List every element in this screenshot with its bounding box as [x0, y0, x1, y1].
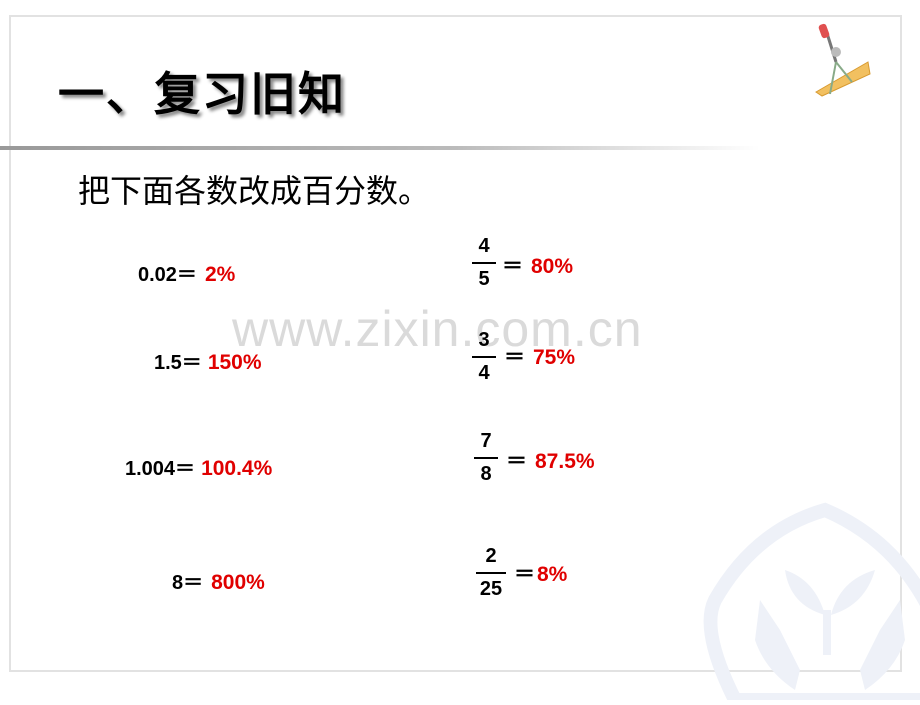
answer: 8% — [537, 563, 568, 586]
slide-title: 一、复习旧知 — [58, 68, 346, 120]
title-divider — [0, 146, 760, 150]
equals: ＝ — [502, 255, 523, 278]
right-answer-1: ＝ 80% — [502, 250, 573, 280]
denominator: 25 — [479, 578, 503, 600]
answer: 100.4% — [201, 457, 273, 480]
answer: 2% — [204, 263, 236, 286]
expression: 1.5＝ — [154, 352, 202, 374]
expression: 1.004＝ — [125, 458, 196, 480]
answer: 87.5% — [535, 450, 595, 473]
fraction-bar — [472, 262, 496, 264]
expression: 8＝ — [172, 572, 204, 594]
answer: 80% — [531, 255, 574, 278]
right-answer-3: ＝ 87.5% — [506, 445, 595, 475]
numerator: 7 — [480, 430, 492, 452]
answer: 75% — [533, 346, 576, 369]
denominator: 5 — [478, 268, 490, 290]
plant-hands-logo — [695, 470, 920, 705]
right-answer-2: ＝ 75% — [504, 341, 575, 371]
slide-frame — [9, 15, 902, 672]
answer: 150% — [207, 351, 262, 374]
denominator: 4 — [478, 362, 490, 384]
fraction-bar — [472, 356, 496, 358]
expression: 0.02＝ — [138, 264, 197, 286]
watermark: www.zixin.com.cn — [232, 301, 643, 357]
numerator: 4 — [478, 235, 490, 257]
left-item-4: 8＝ 800% — [172, 566, 265, 595]
equals: ＝ — [514, 563, 535, 586]
equals: ＝ — [504, 346, 525, 369]
instruction-text: 把下面各数改成百分数。 — [78, 173, 431, 209]
numerator: 3 — [478, 329, 490, 351]
right-answer-4: ＝8% — [514, 558, 567, 588]
left-item-3: 1.004＝ 100.4% — [125, 452, 272, 481]
fraction-4: 2 25 — [474, 545, 508, 601]
left-item-1: 0.02＝ 2% — [138, 258, 235, 287]
fraction-bar — [474, 457, 498, 459]
numerator: 2 — [485, 545, 497, 567]
left-item-2: 1.5＝ 150% — [154, 346, 262, 375]
equals: ＝ — [506, 450, 527, 473]
compass-ruler-icon — [808, 22, 873, 102]
fraction-bar — [476, 572, 506, 574]
answer: 800% — [211, 571, 265, 594]
denominator: 8 — [480, 463, 492, 485]
